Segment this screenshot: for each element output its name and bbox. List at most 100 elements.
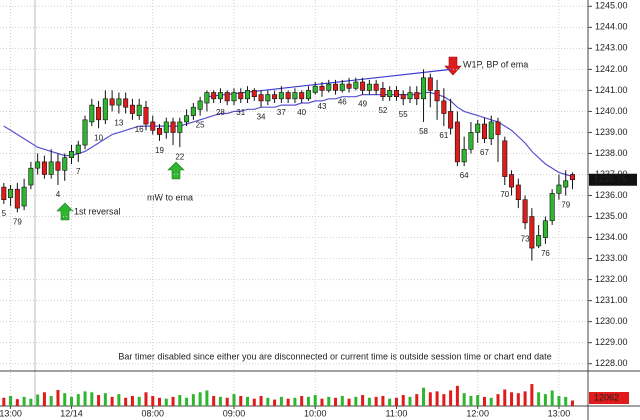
volume-bar [76,394,80,406]
bar-number: 79 [13,217,22,226]
volume-bar [523,391,527,406]
candle-body [434,90,440,102]
bar-number: 43 [318,102,327,111]
candle-body [305,90,311,100]
candle-body [400,94,406,100]
last-volume-label: 12062 [594,392,619,402]
candle-body [231,92,237,102]
candle-body [21,186,27,207]
volume-bar [110,396,114,406]
volume-bar [381,395,385,406]
volume-bar [137,396,141,406]
candle-body [109,98,115,106]
volume-bar [415,394,419,406]
candle-body [421,77,427,100]
bar-number: 28 [216,108,225,117]
volume-bar [482,396,486,406]
y-tick-label: 1240.00 [595,106,628,116]
bar-number: 34 [257,112,266,121]
volume-bar [246,396,250,406]
bar-number: 67 [480,148,489,157]
volume-bar [90,392,94,406]
candle-body [427,77,433,91]
candle-body [278,92,284,100]
volume-bar [442,394,446,406]
candle-body [41,161,47,175]
volume-bar [49,395,53,406]
volume-bar [408,396,412,406]
volume-bar [164,398,168,406]
bar-number: 4 [56,190,61,199]
volume-bar [496,394,500,406]
y-tick-label: 1235.00 [595,211,628,221]
candle-body [353,81,359,89]
candle-body [569,174,575,181]
volume-bar [97,395,101,406]
candle-body [69,151,75,158]
bar-number: 70 [500,190,509,199]
candle-body [502,140,508,177]
volume-bar [354,396,358,406]
volume-bar [455,385,459,406]
candle-body [529,216,535,249]
candle-body [509,174,515,188]
candle-body [14,188,20,209]
candle-body [441,100,447,114]
candle-body [217,92,223,100]
volume-bar [178,395,182,406]
bar-number: 22 [175,152,184,161]
y-tick-label: 1245.00 [595,1,628,11]
candle-body [360,81,366,91]
x-tick-label: 13:00 [0,408,22,418]
volume-bar [151,395,155,406]
candle-body [75,144,81,154]
candle-body [211,92,217,100]
volume-bar [361,395,365,406]
volume-bar [489,397,493,406]
candle-body [8,188,14,198]
volume-bar [232,394,236,406]
volume-bar [537,392,541,406]
volume-bar [367,397,371,406]
volume-bar [347,398,351,406]
candle-body [407,92,413,100]
candle-body [62,157,68,171]
candle-body [448,111,454,129]
volume-bar [63,393,67,406]
candle-body [339,83,345,91]
volume-bar [15,399,19,406]
candle-body [292,92,298,100]
volume-bar [266,397,270,406]
volume-bar [259,395,263,406]
candle-body [461,148,467,163]
y-tick-label: 1230.00 [595,316,628,326]
y-tick-label: 1243.00 [595,43,628,53]
volume-bar [239,395,243,406]
volume-bar [476,395,480,406]
y-tick-label: 1228.00 [595,358,628,368]
volume-bar [449,390,453,406]
bar-number: 73 [521,234,530,243]
volume-bar [103,393,107,406]
volume-bar [70,396,73,406]
candle-body [515,184,521,201]
y-tick-label: 1236.00 [595,190,628,200]
candle-body [312,85,318,93]
y-tick-label: 1232.00 [595,274,628,284]
volume-bar [252,398,256,406]
candle-body [326,83,332,91]
bar-number: 16 [135,125,144,134]
volume-bar [503,389,507,406]
y-tick-label: 1244.00 [595,22,628,32]
bar-number: 61 [439,131,448,140]
volume-bar [570,400,574,406]
candle-body [522,199,528,224]
x-tick-label: 12/14 [60,408,83,418]
candle-body [123,98,129,108]
bar-number: 5 [2,209,7,218]
candle-body [82,119,88,146]
x-tick-label: 10:00 [304,408,327,418]
candle-body [89,104,95,123]
volume-bar [158,397,162,406]
